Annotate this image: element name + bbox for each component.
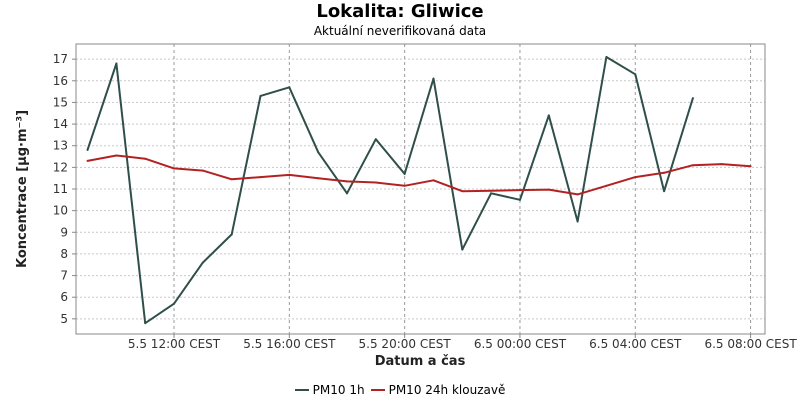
y-tick-label: 8 [60, 247, 68, 261]
y-tick-label: 5 [60, 312, 68, 326]
data-point [259, 94, 262, 97]
y-tick-label: 17 [53, 52, 68, 66]
data-point [749, 165, 752, 168]
y-tick-label: 7 [60, 269, 68, 283]
x-tick-label: 6.5 00:00 CEST [474, 337, 567, 351]
y-tick-label: 11 [53, 182, 68, 196]
x-tick-label: 5.5 12:00 CEST [128, 337, 221, 351]
data-point [605, 184, 608, 187]
legend-swatch [294, 389, 309, 391]
y-tick-label: 12 [53, 160, 68, 174]
legend-swatch [370, 389, 385, 391]
series-line-pm10-1h [86, 56, 694, 325]
y-tick-label: 9 [60, 225, 68, 239]
x-tick-label: 6.5 04:00 CEST [589, 337, 682, 351]
data-point [720, 163, 723, 166]
y-tick-label: 14 [53, 117, 68, 131]
x-tick-label: 5.5 16:00 CEST [243, 337, 336, 351]
data-point [144, 322, 147, 325]
data-point [317, 151, 320, 154]
data-point [403, 172, 406, 175]
data-point [518, 189, 521, 192]
data-point [288, 86, 291, 89]
y-tick-label: 6 [60, 290, 68, 304]
data-point [663, 171, 666, 174]
data-point [432, 77, 435, 80]
data-point [490, 189, 493, 192]
data-point [374, 181, 377, 184]
y-axis-label: Koncentrace [µg·m⁻³] [15, 110, 30, 268]
y-tick-label: 10 [53, 204, 68, 218]
data-point [518, 198, 521, 201]
data-point [288, 173, 291, 176]
data-point [201, 169, 204, 172]
data-point [576, 220, 579, 223]
data-point [432, 179, 435, 182]
data-point [317, 177, 320, 180]
data-point [634, 73, 637, 76]
data-point [461, 248, 464, 251]
y-tick-label: 15 [53, 95, 68, 109]
data-point [115, 154, 118, 157]
data-point [345, 180, 348, 183]
chart-title: Lokalita: Gliwice [316, 1, 484, 22]
data-point [663, 190, 666, 193]
data-point [144, 157, 147, 160]
data-point [230, 178, 233, 181]
data-point [173, 302, 176, 305]
data-point [173, 167, 176, 170]
legend-item: PM10 24h klouzavě [370, 383, 506, 397]
data-point [547, 114, 550, 117]
x-axis-label: Datum a čas [375, 354, 466, 369]
data-point [259, 176, 262, 179]
data-point [605, 55, 608, 58]
x-tick-label: 5.5 20:00 CEST [359, 337, 452, 351]
series-line-pm10-24h [87, 154, 751, 196]
data-point [230, 233, 233, 236]
y-tick-label: 16 [53, 74, 68, 88]
data-point [547, 188, 550, 191]
data-point [461, 190, 464, 193]
data-point [374, 138, 377, 141]
chart-subtitle: Aktuální neverifikovaná data [313, 24, 487, 38]
data-point [634, 176, 637, 179]
x-tick-label: 6.5 08:00 CEST [704, 337, 797, 351]
legend-label: PM10 1h [312, 383, 365, 397]
data-point [86, 159, 89, 162]
axis-layer: 5 6 7 8 9 10 11 12 13 14 15 16 17 5.5 12:00 CEST 5.5 1… [53, 52, 798, 351]
grid-layer [76, 44, 765, 334]
data-point [115, 62, 118, 65]
data-point [691, 164, 694, 167]
data-point [201, 261, 204, 264]
data-point [576, 193, 579, 196]
data-point [86, 149, 89, 152]
legend-label: PM10 24h klouzavě [388, 383, 506, 397]
y-tick-label: 13 [53, 139, 68, 153]
legend-item: PM10 1h [294, 383, 365, 397]
series-layer [86, 55, 752, 325]
data-point [691, 97, 694, 100]
data-point [403, 184, 406, 187]
data-point [490, 192, 493, 195]
data-point [345, 192, 348, 195]
legend: PM10 1h PM10 24h klouzavě [0, 380, 800, 397]
